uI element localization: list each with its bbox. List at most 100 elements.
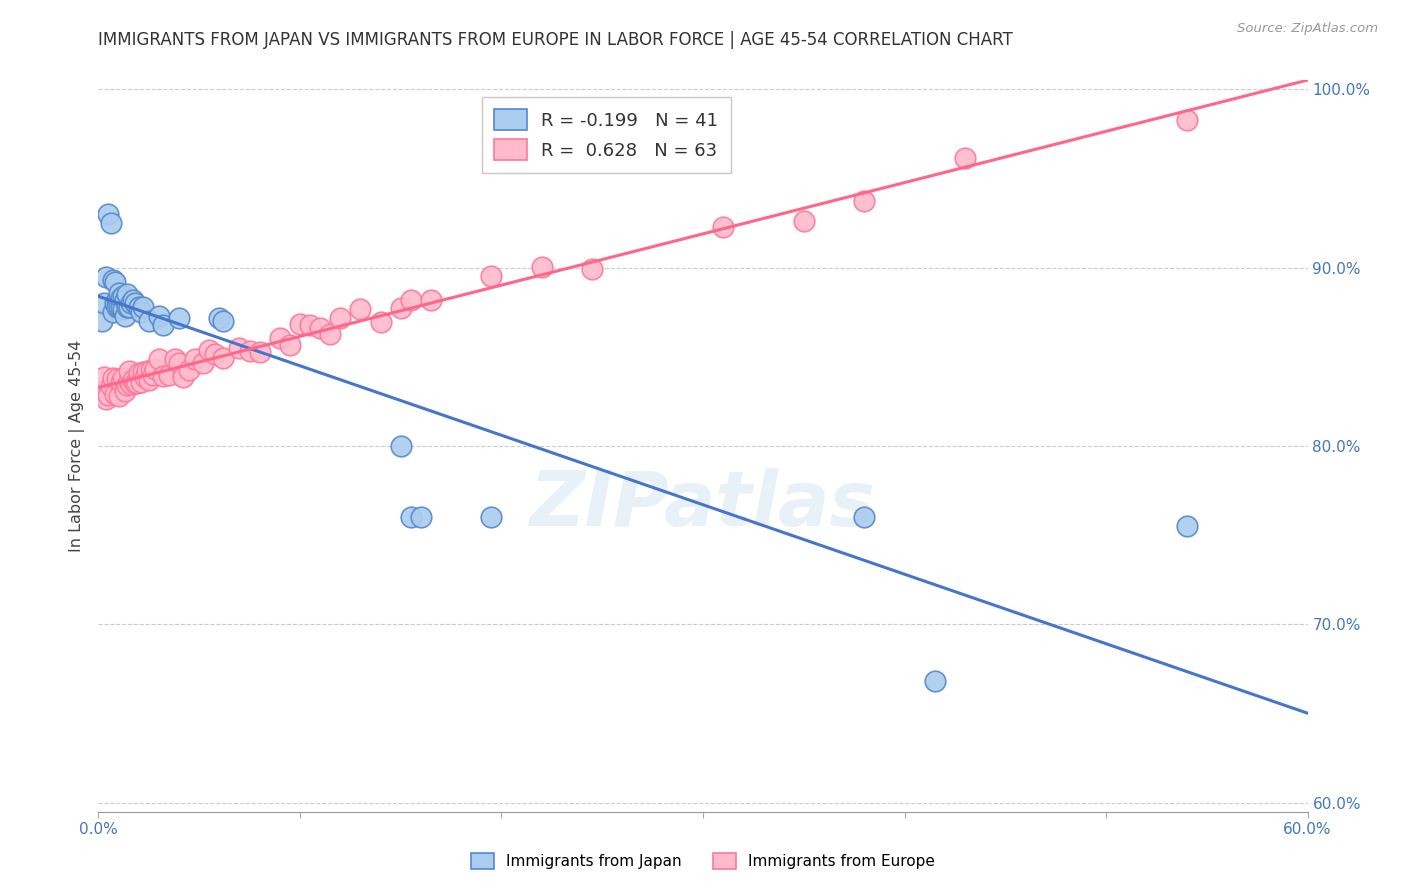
Point [121,373,143,387]
Point [120,296,142,310]
Point [124,296,146,310]
Point [120,377,142,392]
Point [138,373,160,387]
Point [349,301,371,316]
Point [399,510,422,524]
Point [91,314,114,328]
Point [107,389,129,403]
Point [118,375,141,389]
Point [481,510,503,524]
Point [481,269,503,284]
Point [132,366,155,380]
Point [193,356,215,370]
Point [269,331,291,345]
Point [128,300,150,314]
Point [107,300,129,314]
Point [129,305,152,319]
Point [167,310,190,325]
Point [132,300,155,314]
Point [115,378,138,392]
Point [100,216,122,230]
Point [163,351,186,366]
Point [179,363,201,377]
Point [793,214,815,228]
Point [212,351,235,365]
Point [111,301,134,316]
Point [711,220,734,235]
Point [121,293,143,307]
Point [853,194,876,208]
Point [103,275,125,289]
Point [96,269,118,284]
Point [101,305,124,319]
Point [1175,519,1198,533]
Point [319,327,342,342]
Point [204,347,226,361]
Point [249,345,271,359]
Point [853,510,876,524]
Point [420,293,443,308]
Point [111,370,134,384]
Point [184,352,207,367]
Point [288,317,311,331]
Point [399,293,422,307]
Point [167,356,190,370]
Point [101,371,124,385]
Point [118,300,141,314]
Point [143,362,166,376]
Point [114,384,136,399]
Point [239,344,262,359]
Point [152,318,174,332]
Point [299,318,322,333]
Point [329,310,352,325]
Legend: Immigrants from Japan, Immigrants from Europe: Immigrants from Japan, Immigrants from E… [465,847,941,875]
Text: ZIPatlas: ZIPatlas [530,467,876,541]
Point [103,296,125,310]
Point [115,287,138,301]
Point [148,352,170,367]
Point [105,300,128,314]
Point [107,285,129,300]
Point [97,388,120,402]
Point [309,321,332,335]
Point [114,293,136,307]
Point [111,289,134,303]
Point [530,260,553,274]
Point [148,309,170,323]
Point [110,375,132,389]
Point [110,300,132,314]
Point [138,314,160,328]
Point [134,370,156,384]
Point [91,384,114,399]
Point [114,309,136,323]
Point [142,368,165,383]
Point [93,369,115,384]
Point [152,369,174,384]
Point [172,369,194,384]
Point [389,439,412,453]
Y-axis label: In Labor Force | Age 45-54: In Labor Force | Age 45-54 [69,340,84,552]
Point [198,343,221,358]
Point [124,376,146,391]
Text: Source: ZipAtlas.com: Source: ZipAtlas.com [1237,22,1378,36]
Point [924,674,946,689]
Point [208,310,231,325]
Point [118,364,141,378]
Point [125,376,148,390]
Point [135,364,157,378]
Point [93,296,115,310]
Point [128,367,150,381]
Point [157,368,180,382]
Point [370,315,392,329]
Point [278,337,301,351]
Point [105,293,128,307]
Point [103,386,125,401]
Point [105,372,128,386]
Point [129,375,152,389]
Point [212,314,235,328]
Point [96,392,118,407]
Point [581,261,603,276]
Point [389,301,412,315]
Point [1175,112,1198,127]
Point [100,379,122,393]
